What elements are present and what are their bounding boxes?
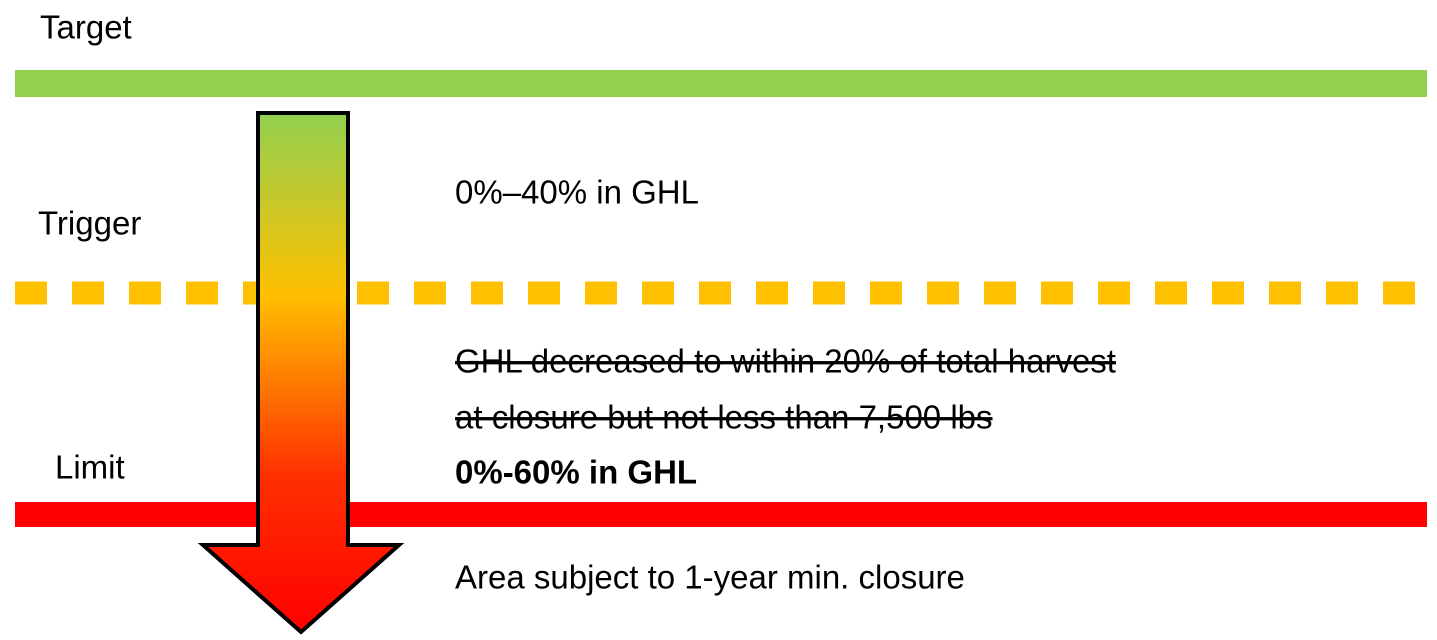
limit-line bbox=[15, 502, 1427, 527]
zone-text: 0%–40% in GHL bbox=[455, 174, 699, 211]
limit-label: Limit bbox=[55, 449, 125, 486]
down-arrow bbox=[197, 111, 405, 635]
struck-text: at closure but not less than 7,500 lbs bbox=[455, 399, 993, 436]
struck-text: GHL decreased to within 20% of total har… bbox=[455, 343, 1116, 380]
zone-text: Area subject to 1-year min. closure bbox=[455, 559, 965, 596]
trigger-label: Trigger bbox=[38, 205, 141, 242]
target-label: Target bbox=[40, 9, 132, 46]
target-line bbox=[15, 70, 1427, 97]
zone-text: 0%-60% in GHL bbox=[455, 454, 697, 491]
